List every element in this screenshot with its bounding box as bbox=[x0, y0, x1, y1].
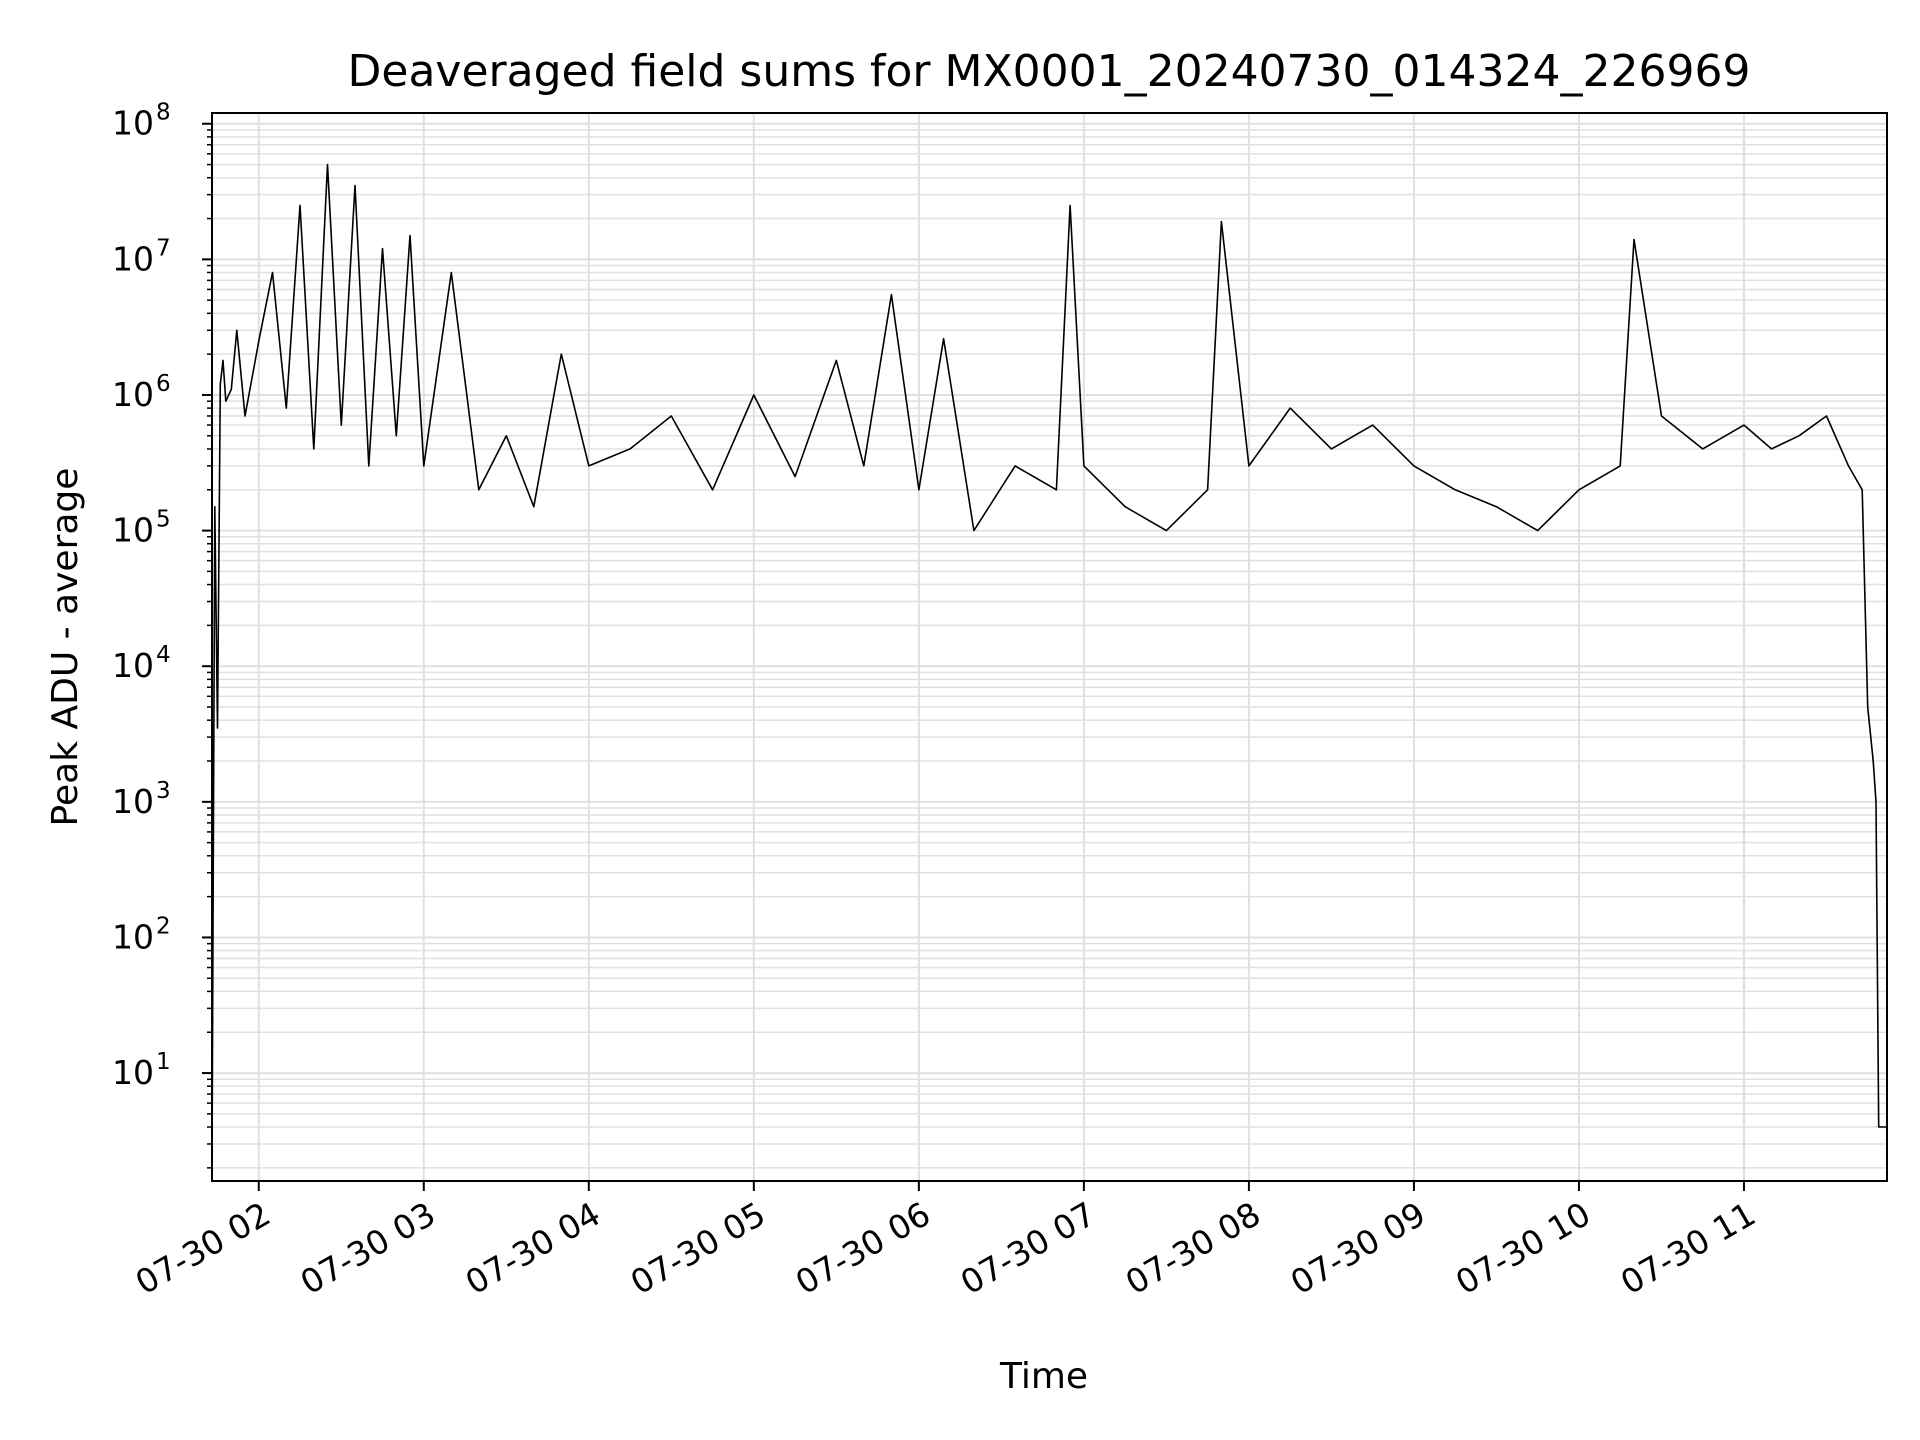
y-tick-base: 10 bbox=[112, 917, 154, 956]
y-tick-label: 10 bbox=[112, 104, 154, 143]
y-tick-label: 10 bbox=[112, 646, 154, 685]
y-tick-label: 10 bbox=[112, 239, 154, 278]
y-axis-label: Peak ADU - average bbox=[45, 468, 86, 827]
grid-lines bbox=[212, 113, 1887, 1181]
y-tick-exponent: 4 bbox=[156, 642, 171, 668]
y-tick-exponent: 2 bbox=[156, 913, 171, 939]
chart-title: Deaveraged field sums for MX0001_2024073… bbox=[348, 46, 1751, 97]
x-axis-label: Time bbox=[999, 1356, 1088, 1397]
y-tick-base: 10 bbox=[112, 782, 154, 821]
y-tick-label: 10 bbox=[112, 782, 154, 821]
y-tick-base: 10 bbox=[112, 104, 154, 143]
y-tick-label: 10 bbox=[112, 511, 154, 550]
y-tick-exponent: 7 bbox=[156, 235, 171, 261]
series-line bbox=[211, 163, 1887, 1168]
y-tick-exponent: 3 bbox=[156, 778, 171, 804]
y-tick-base: 10 bbox=[112, 239, 154, 278]
y-tick-label: 10 bbox=[112, 375, 154, 414]
y-tick-base: 10 bbox=[112, 1053, 154, 1092]
plot-frame bbox=[211, 112, 1888, 1182]
y-tick-exponent: 1 bbox=[156, 1049, 171, 1075]
y-tick-base: 10 bbox=[112, 511, 154, 550]
y-tick-label: 10 bbox=[112, 917, 154, 956]
data-series bbox=[211, 163, 1887, 1168]
y-tick-base: 10 bbox=[112, 375, 154, 414]
y-tick-exponent: 6 bbox=[156, 371, 171, 397]
y-tick-base: 10 bbox=[112, 646, 154, 685]
y-tick-exponent: 8 bbox=[156, 100, 171, 126]
y-tick-exponent: 5 bbox=[156, 507, 171, 533]
y-tick-label: 10 bbox=[112, 1053, 154, 1092]
